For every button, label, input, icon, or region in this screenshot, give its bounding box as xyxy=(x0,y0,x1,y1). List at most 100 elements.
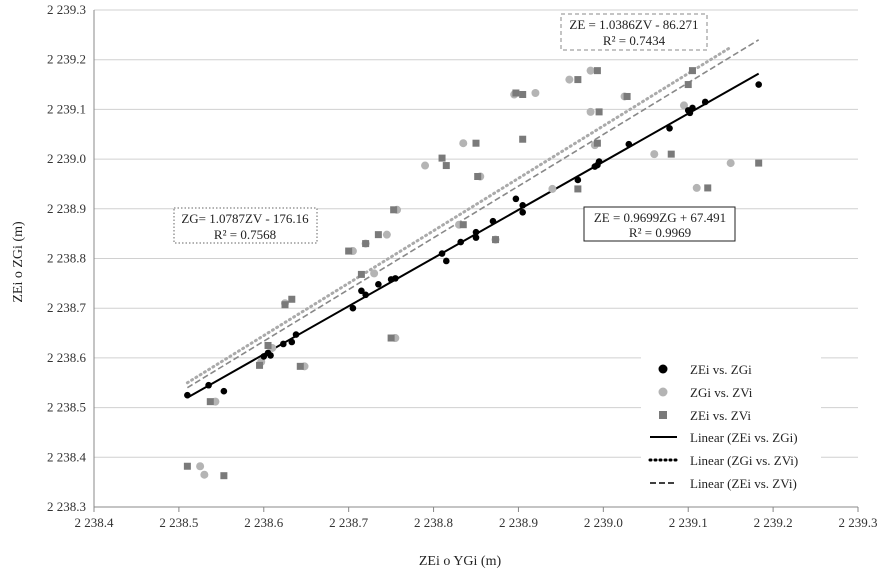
point-zei-vs-zgi xyxy=(701,98,709,106)
point-zei-vs-zvi xyxy=(755,159,763,167)
legend-label-linear-zei-zvi: Linear (ZEi vs. ZVi) xyxy=(690,476,797,491)
point-zei-vs-zgi xyxy=(457,238,465,246)
point-zei-vs-zgi xyxy=(288,338,296,346)
legend-marker-zei-zvi xyxy=(659,411,667,419)
x-tick-label: 2 238.6 xyxy=(244,515,284,530)
legend-marker-zei-zgi xyxy=(658,364,668,374)
point-zei-vs-zvi xyxy=(183,462,191,470)
point-zei-vs-zgi xyxy=(625,140,633,148)
x-tick-label: 2 238.4 xyxy=(75,515,115,530)
y-tick-label: 2 238.7 xyxy=(47,300,87,315)
point-zei-vs-zgi xyxy=(375,281,382,288)
x-tick-label: 2 239.0 xyxy=(584,515,623,530)
point-zei-vs-zvi xyxy=(362,240,370,248)
point-zei-vs-zvi xyxy=(595,108,603,116)
point-zgi-vs-zvi xyxy=(586,66,595,75)
point-zei-vs-zgi xyxy=(292,331,300,338)
point-zei-vs-zgi xyxy=(392,275,399,282)
legend: ZEi vs. ZGi ZGi vs. ZVi ZEi vs. ZVi Line… xyxy=(641,340,821,498)
legend-label-zei-zgi: ZEi vs. ZGi xyxy=(690,362,752,377)
point-zei-vs-zvi xyxy=(387,334,395,342)
point-zei-vs-zvi xyxy=(438,154,446,162)
point-zgi-vs-zvi xyxy=(200,470,209,479)
point-zei-vs-zvi xyxy=(442,162,450,170)
legend-item-zei-zgi: ZEi vs. ZGi xyxy=(658,362,752,377)
point-zei-vs-zgi xyxy=(438,250,446,257)
point-zei-vs-zgi xyxy=(574,176,582,184)
y-axis-title: ZEi o ZGi (m) xyxy=(11,221,26,303)
legend-item-zei-zvi: ZEi vs. ZVi xyxy=(659,408,751,423)
point-zei-vs-zgi xyxy=(595,158,603,165)
point-zei-vs-zvi xyxy=(684,81,692,89)
point-zei-vs-zgi xyxy=(686,109,694,117)
y-tick-label: 2 239.3 xyxy=(47,2,86,17)
point-zei-vs-zvi xyxy=(264,341,272,349)
point-zgi-vs-zvi xyxy=(548,184,557,193)
point-zei-vs-zgi xyxy=(349,304,357,312)
legend-item-linear-zgi-zvi: Linear (ZGi vs. ZVi) xyxy=(648,453,798,468)
point-zei-vs-zvi xyxy=(288,295,296,303)
point-zei-vs-zvi xyxy=(688,67,696,75)
legend-label-zgi-zvi: ZGi vs. ZVi xyxy=(690,385,753,400)
y-tick-label: 2 238.9 xyxy=(47,201,86,216)
point-zei-vs-zvi xyxy=(519,135,527,143)
legend-label-linear-zgi-zvi: Linear (ZGi vs. ZVi) xyxy=(690,453,798,468)
x-axis-title: ZEi o YGi (m) xyxy=(419,554,502,569)
point-zei-vs-zgi xyxy=(666,124,673,132)
point-zgi-vs-zvi xyxy=(531,88,540,97)
point-zei-vs-zvi xyxy=(281,301,289,309)
point-zei-vs-zvi xyxy=(512,89,520,97)
y-tick-label: 2 238.3 xyxy=(47,499,86,514)
point-zei-vs-zgi xyxy=(519,208,526,216)
point-zei-vs-zvi xyxy=(206,398,214,406)
y-tick-label: 2 238.8 xyxy=(47,251,86,266)
point-zei-vs-zvi xyxy=(519,90,527,98)
y-tick-label: 2 238.4 xyxy=(47,449,87,464)
legend-label-linear-zei-zgi: Linear (ZEi vs. ZGi) xyxy=(690,430,798,445)
legend-marker-zgi-zvi xyxy=(658,387,668,397)
point-zei-vs-zgi xyxy=(689,104,696,112)
point-zei-vs-zvi xyxy=(357,270,365,278)
legend-label-zei-zvi: ZEi vs. ZVi xyxy=(690,408,751,423)
point-zei-vs-zvi xyxy=(459,221,467,229)
point-zgi-vs-zvi xyxy=(726,159,735,168)
point-zgi-vs-zvi xyxy=(196,462,205,471)
point-zei-vs-zgi xyxy=(472,234,480,241)
point-zei-vs-zvi xyxy=(220,472,228,480)
point-zei-vs-zvi xyxy=(704,184,712,192)
point-zei-vs-zvi xyxy=(296,362,304,370)
point-zei-vs-zvi xyxy=(593,139,601,147)
point-zgi-vs-zvi xyxy=(679,101,688,110)
y-tick-label: 2 239.0 xyxy=(47,151,86,166)
legend-item-linear-zei-zgi: Linear (ZEi vs. ZGi) xyxy=(650,430,798,445)
point-zei-vs-zvi xyxy=(667,150,675,158)
point-zei-vs-zvi xyxy=(492,236,500,244)
x-tick-label: 2 239.3 xyxy=(839,515,878,530)
point-zei-vs-zvi xyxy=(390,206,398,214)
y-tick-label: 2 238.6 xyxy=(47,350,87,365)
point-zei-vs-zgi xyxy=(442,257,450,265)
point-zei-vs-zgi xyxy=(358,287,365,295)
point-zgi-vs-zvi xyxy=(370,269,379,278)
equation-box-zeg: ZE = 0.9699ZG + 67.491 R² = 0.9969 xyxy=(583,206,736,242)
trendline-dashed xyxy=(186,39,760,389)
point-zei-vs-zvi xyxy=(472,139,480,147)
x-tick-label: 2 239.2 xyxy=(754,515,793,530)
point-zgi-vs-zvi xyxy=(421,161,430,170)
r2-zgv: R² = 0.7568 xyxy=(214,227,276,242)
legend-item-zgi-zvi: ZGi vs. ZVi xyxy=(658,385,753,400)
point-zei-vs-zgi xyxy=(362,291,369,299)
y-tick-label: 2 239.1 xyxy=(47,101,86,116)
point-zei-vs-zgi xyxy=(489,217,497,225)
point-zei-vs-zvi xyxy=(474,172,482,180)
point-zgi-vs-zvi xyxy=(586,107,595,116)
y-tick-label: 2 238.5 xyxy=(47,400,86,415)
point-zei-vs-zgi xyxy=(280,340,287,348)
y-axis-ticks: 2 238.3 2 238.4 2 238.5 2 238.6 2 238.7 2 238… xyxy=(47,2,87,514)
point-zei-vs-zvi xyxy=(623,92,631,100)
equation-zgv: ZG= 1.0787ZV - 176.16 xyxy=(181,211,309,226)
equation-zeg: ZE = 0.9699ZG + 67.491 xyxy=(594,210,726,225)
point-zei-vs-zvi xyxy=(345,247,353,255)
x-tick-label: 2 238.8 xyxy=(414,515,453,530)
